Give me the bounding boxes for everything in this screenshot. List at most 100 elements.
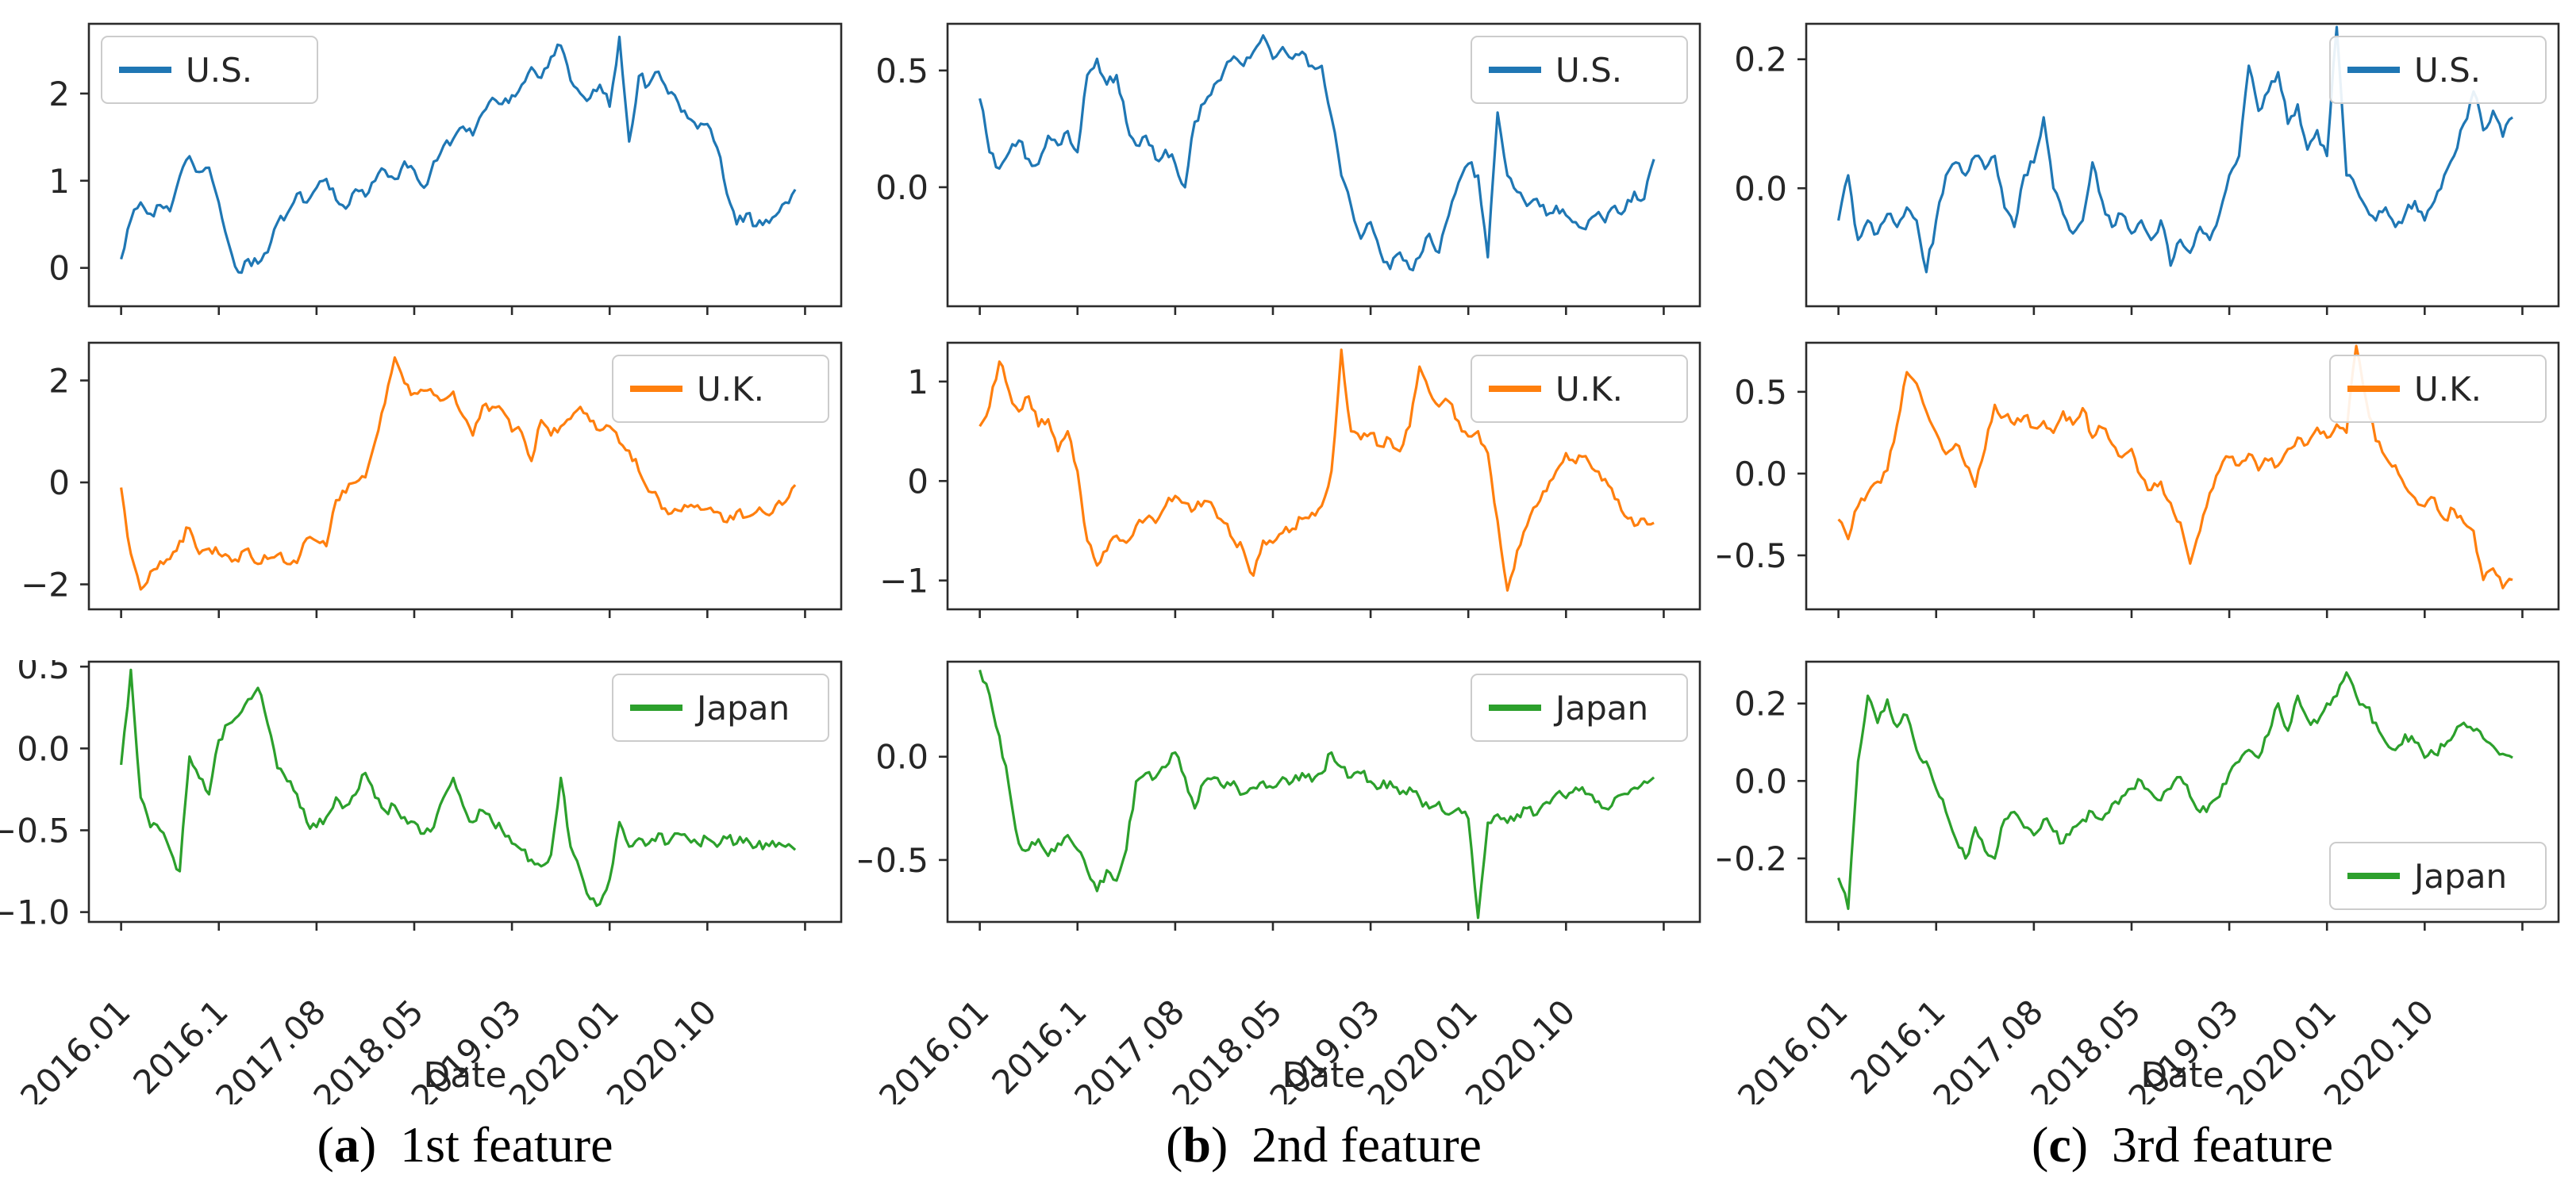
y-tick-label: 2 (48, 75, 70, 113)
subplot-b-us: 0.0 0.5 U.S. (859, 0, 1717, 341)
y-tick-label: 0.2 (1734, 40, 1787, 79)
series-line (1837, 344, 2513, 589)
plot-a-Japan: 0.50.0−0.5−1.02016.012016.12017.082018.0… (0, 660, 843, 1104)
series-line (120, 356, 797, 591)
panel-b: 0.0 0.5 U.S. −1 0 1 U.K. 0.0 −0.5 2016.01 2016.1… (859, 0, 1717, 1202)
plot-b-U.K.: −1 0 1 U.K. (879, 341, 1701, 618)
legend-label: U.K. (2414, 370, 2482, 409)
legend: U.S. (1471, 36, 1688, 104)
y-tick-label: 0.5 (17, 660, 70, 686)
legend-box (2329, 355, 2547, 423)
legend: U.S. (101, 36, 318, 104)
axes-frame (1805, 341, 2560, 611)
legend-box (1471, 355, 1688, 423)
plot-c-Japan: −0.20.00.22016.012016.12017.082018.05201… (1717, 660, 2560, 1104)
y-tick-label: 0.0 (1734, 762, 1787, 801)
plot-a-U.S.: 0 1 2 U.S. (48, 22, 843, 315)
legend-label: Japan (2412, 857, 2507, 896)
subplot-b-uk: −1 0 1 U.K. (859, 341, 1717, 660)
y-tick-label: 1 (907, 363, 929, 401)
legend: Japan (2329, 842, 2547, 910)
y-tick-label: −0.5 (859, 841, 929, 880)
subplot-a-us: 0 1 2 U.S. (0, 0, 859, 341)
legend-label: Japan (1553, 689, 1648, 728)
x-axis-label: Date (423, 1055, 506, 1096)
y-tick-label: −0.5 (1717, 536, 1787, 575)
y-tick-label: 0 (48, 249, 70, 288)
legend: Japan (612, 674, 829, 742)
legend-box (1471, 36, 1688, 104)
x-tick-label: 2020.10 (1458, 992, 1582, 1104)
y-tick-label: −0.5 (0, 811, 70, 850)
subplot-c-us: 0.0 0.2 U.S. (1717, 0, 2576, 341)
legend-box (2329, 842, 2547, 910)
axes-frame (946, 341, 1701, 611)
caption-a: (a) 1st feature (317, 1116, 613, 1173)
panel-c: 0.0 0.2 U.S. −0.5 0.0 0.5 U.K. −0.2 0.0 0.2 2016… (1717, 0, 2576, 1202)
series-line (1837, 25, 2514, 274)
subplot-b-japan: 0.0 −0.5 2016.01 2016.1 2017.08 2018.05 2019.0… (859, 660, 1717, 1104)
y-tick-label: 0 (48, 463, 70, 502)
legend-label: U.S. (1555, 51, 1622, 90)
y-tick-label: 0.5 (875, 52, 929, 90)
series-line (978, 34, 1655, 272)
plot-a-U.K.: −2 0 2 U.K. (21, 341, 843, 618)
subplot-a-uk: −2 0 2 U.K. (0, 341, 859, 660)
y-tick-label: 0.0 (875, 738, 929, 777)
subplot-a-japan: 0.5 0.0 −0.5 −1.0 2016.01 2016.1 2017.08 2018.0… (0, 660, 859, 1104)
axes-frame (946, 660, 1701, 924)
caption-c: (c) 3rd feature (2032, 1116, 2333, 1173)
axes-frame (1805, 22, 2560, 308)
y-tick-label: −1.0 (0, 893, 70, 932)
series-line (120, 668, 797, 908)
axes-frame (87, 341, 843, 611)
y-tick-label: 2 (48, 362, 70, 401)
subplot-c-uk: −0.5 0.0 0.5 U.K. (1717, 341, 2576, 660)
legend: Japan (1471, 674, 1688, 742)
axes-frame (87, 22, 843, 308)
y-tick-label: 1 (48, 162, 70, 201)
legend-box (1471, 674, 1688, 742)
legend-label: U.K. (1555, 370, 1623, 409)
legend: U.K. (1471, 355, 1688, 423)
y-tick-label: 0.0 (1734, 169, 1787, 208)
legend: U.S. (2329, 36, 2547, 104)
subplot-c-japan: −0.2 0.0 0.2 2016.01 2016.1 2017.08 2018.05 201… (1717, 660, 2576, 1104)
series-line (978, 348, 1655, 592)
x-axis-label: Date (2140, 1055, 2224, 1096)
x-tick-label: 2016.01 (1730, 992, 1855, 1104)
plot-c-U.K.: −0.5 0.0 0.5 U.K. (1717, 341, 2560, 618)
y-tick-label: 0.0 (875, 168, 929, 207)
y-tick-label: −1 (879, 562, 929, 601)
series-line (120, 35, 797, 275)
legend-label: Japan (694, 689, 790, 728)
x-tick-label: 2016.01 (871, 992, 996, 1104)
legend-box (101, 36, 318, 104)
x-axis-label: Date (1282, 1055, 1365, 1096)
axes-frame (87, 660, 843, 924)
x-tick-label: 2016.01 (13, 992, 137, 1104)
legend-label: U.S. (2414, 51, 2481, 90)
plot-b-Japan: 0.0−0.52016.012016.12017.082018.052019.0… (859, 660, 1701, 1104)
legend: U.K. (612, 355, 829, 423)
legend-label: U.K. (697, 370, 764, 409)
legend-label: U.S. (186, 51, 252, 90)
caption-b: (b) 2nd feature (1166, 1116, 1482, 1173)
legend-box (612, 355, 829, 423)
series-line (1837, 671, 2513, 910)
legend: U.K. (2329, 355, 2547, 423)
legend-box (612, 674, 829, 742)
y-tick-label: 0 (907, 462, 929, 501)
y-tick-label: 0.2 (1734, 685, 1787, 724)
axes-frame (946, 22, 1701, 308)
y-tick-label: 0.0 (1734, 455, 1787, 493)
x-tick-label: 2020.10 (2316, 992, 2441, 1104)
y-tick-label: −2 (21, 566, 70, 605)
series-line (978, 669, 1655, 920)
plot-b-U.S.: 0.0 0.5 U.S. (875, 22, 1701, 315)
x-tick-label: 2020.10 (599, 992, 724, 1104)
y-tick-label: 0.0 (17, 729, 70, 768)
legend-box (2329, 36, 2547, 104)
plot-c-U.S.: 0.0 0.2 U.S. (1734, 22, 2560, 315)
